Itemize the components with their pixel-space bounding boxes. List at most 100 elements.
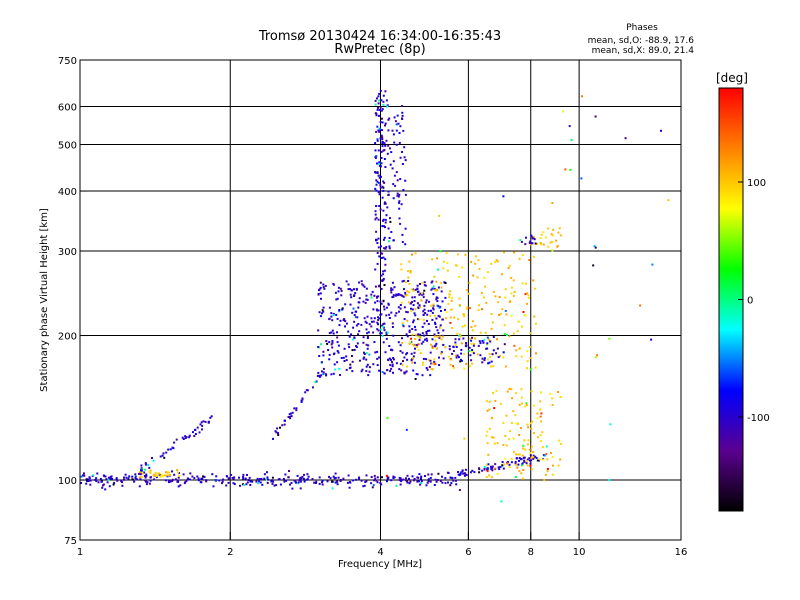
data-point bbox=[199, 423, 202, 426]
data-point bbox=[399, 344, 402, 347]
data-point bbox=[413, 300, 416, 302]
data-point bbox=[277, 434, 280, 436]
data-point bbox=[422, 318, 425, 321]
data-point bbox=[320, 297, 322, 300]
data-point bbox=[380, 134, 383, 137]
data-point bbox=[375, 205, 378, 207]
data-point bbox=[214, 479, 217, 481]
data-point bbox=[404, 479, 407, 482]
data-point bbox=[141, 468, 144, 471]
data-point bbox=[466, 306, 469, 309]
data-point bbox=[515, 392, 518, 395]
data-point bbox=[108, 476, 111, 479]
data-point bbox=[534, 366, 537, 369]
data-point bbox=[483, 285, 486, 288]
data-point bbox=[529, 464, 532, 467]
data-point bbox=[303, 480, 306, 483]
data-point bbox=[384, 263, 387, 266]
data-point bbox=[495, 259, 498, 262]
data-point bbox=[486, 343, 489, 346]
data-point bbox=[380, 117, 383, 120]
data-point bbox=[471, 469, 474, 472]
data-point bbox=[463, 472, 466, 475]
data-point bbox=[275, 484, 278, 487]
data-point bbox=[530, 242, 533, 245]
data-point bbox=[295, 481, 297, 484]
data-point bbox=[244, 477, 247, 480]
data-point bbox=[374, 285, 377, 288]
data-point bbox=[463, 367, 466, 370]
data-point bbox=[408, 329, 411, 332]
data-point bbox=[189, 478, 191, 481]
data-point bbox=[300, 399, 303, 402]
data-point bbox=[201, 428, 203, 431]
data-point bbox=[376, 162, 378, 165]
data-point bbox=[526, 350, 529, 353]
data-point bbox=[483, 466, 486, 468]
data-point bbox=[349, 481, 352, 484]
data-point bbox=[492, 336, 495, 338]
data-point bbox=[368, 366, 371, 369]
data-point bbox=[514, 460, 517, 463]
data-point bbox=[265, 478, 268, 481]
data-point bbox=[508, 463, 511, 466]
data-point bbox=[418, 318, 421, 321]
data-point bbox=[559, 442, 562, 445]
data-point bbox=[397, 195, 400, 198]
data-point bbox=[609, 423, 612, 426]
data-point bbox=[89, 483, 92, 486]
data-point bbox=[334, 481, 337, 484]
data-point bbox=[333, 363, 336, 366]
data-point bbox=[499, 312, 502, 315]
data-point bbox=[375, 239, 377, 242]
data-point bbox=[381, 476, 383, 479]
data-point bbox=[378, 176, 381, 179]
data-point bbox=[398, 132, 401, 134]
data-point bbox=[332, 312, 335, 315]
data-point bbox=[257, 482, 260, 485]
data-point bbox=[491, 467, 494, 469]
data-point bbox=[467, 292, 470, 295]
data-point bbox=[400, 263, 403, 266]
data-point bbox=[417, 333, 420, 336]
data-point bbox=[370, 482, 373, 485]
data-point bbox=[339, 374, 341, 376]
data-point bbox=[547, 245, 550, 248]
data-point bbox=[528, 448, 531, 451]
data-point bbox=[383, 308, 386, 311]
data-point bbox=[365, 480, 368, 483]
data-point bbox=[518, 470, 521, 473]
data-point bbox=[452, 365, 455, 368]
data-point bbox=[433, 363, 436, 366]
data-point bbox=[423, 322, 426, 325]
data-point bbox=[529, 422, 532, 425]
data-point bbox=[421, 363, 424, 366]
data-point bbox=[338, 309, 341, 311]
data-point bbox=[540, 233, 543, 236]
data-point bbox=[523, 456, 526, 459]
data-point bbox=[299, 487, 302, 490]
data-point bbox=[428, 300, 430, 303]
data-point bbox=[581, 95, 583, 98]
data-point bbox=[508, 387, 511, 390]
data-point bbox=[379, 106, 382, 109]
data-point bbox=[275, 431, 278, 434]
data-point bbox=[421, 293, 424, 296]
data-point bbox=[312, 386, 314, 389]
data-point bbox=[322, 310, 325, 313]
data-point bbox=[527, 296, 530, 299]
data-point bbox=[383, 284, 386, 286]
data-point bbox=[435, 342, 438, 345]
data-point bbox=[158, 473, 161, 476]
data-point bbox=[380, 313, 383, 316]
x-tick-label: 4 bbox=[377, 547, 383, 558]
data-point bbox=[374, 103, 377, 106]
data-point bbox=[380, 332, 383, 335]
data-point bbox=[564, 168, 567, 171]
data-point bbox=[376, 321, 379, 324]
data-point bbox=[321, 481, 323, 484]
data-point bbox=[344, 325, 346, 328]
data-point bbox=[148, 470, 151, 473]
data-point bbox=[528, 241, 531, 244]
data-point bbox=[448, 345, 451, 348]
